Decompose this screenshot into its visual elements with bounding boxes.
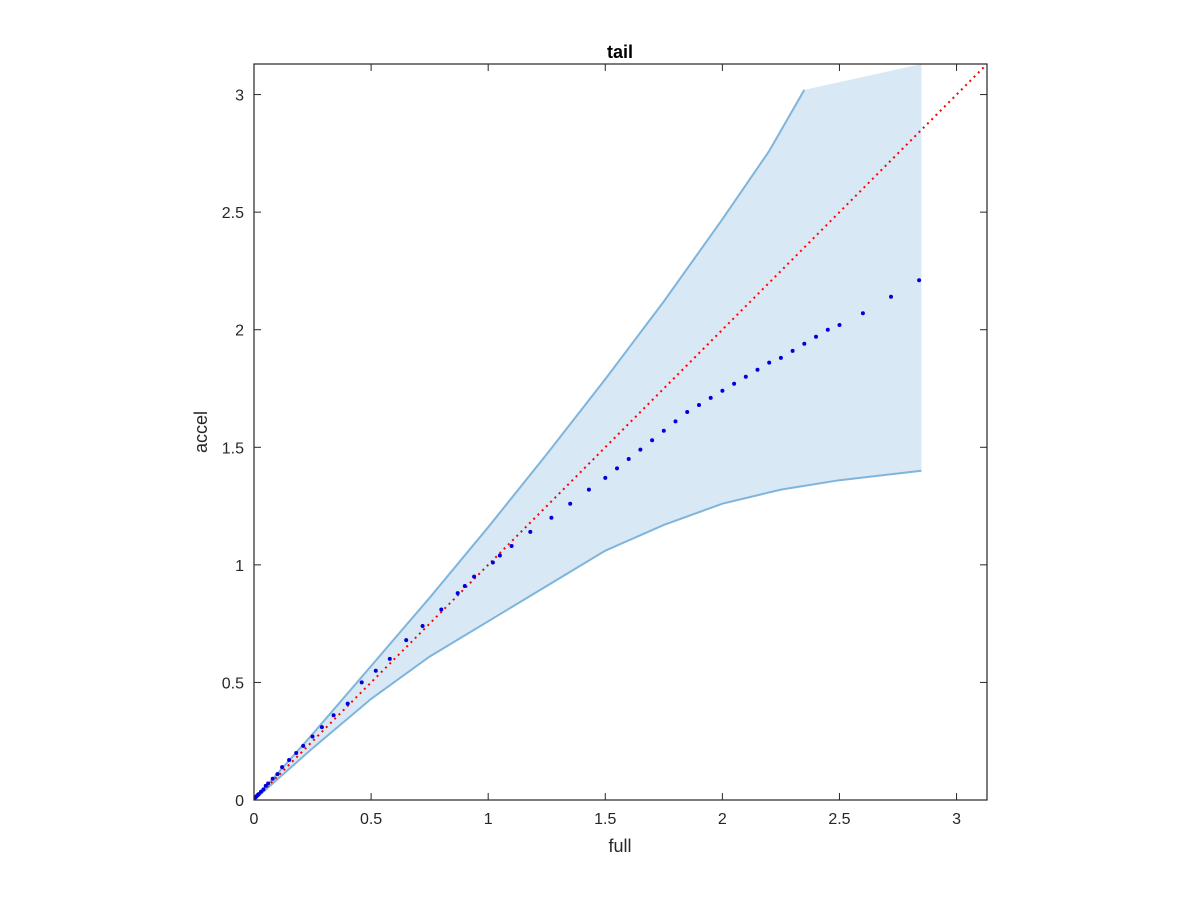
y-tick-label: 1 xyxy=(235,558,244,575)
data-point xyxy=(319,725,324,730)
data-point xyxy=(673,419,678,424)
confidence-band-lower-edge xyxy=(254,469,922,800)
data-point xyxy=(275,772,280,777)
data-point xyxy=(603,475,608,480)
data-point xyxy=(732,381,737,386)
data-point xyxy=(472,574,477,579)
x-axis-label: full xyxy=(608,836,631,856)
chart-title: tail xyxy=(607,42,633,62)
data-point xyxy=(586,487,591,492)
confidence-band-fill xyxy=(254,64,922,800)
data-point xyxy=(455,591,460,596)
data-point xyxy=(860,311,865,316)
x-tick-label: 1 xyxy=(484,811,493,828)
data-point xyxy=(301,743,306,748)
data-point xyxy=(497,553,502,558)
data-point xyxy=(420,624,425,628)
identity-reference-line xyxy=(254,64,987,800)
data-point xyxy=(661,428,666,433)
data-point xyxy=(280,765,285,770)
data-point xyxy=(310,734,315,739)
data-point xyxy=(294,751,299,755)
x-tick-label: 3 xyxy=(952,811,961,828)
data-point xyxy=(814,334,818,339)
y-tick-label: 3 xyxy=(235,88,244,105)
data-point xyxy=(439,607,444,612)
x-tick-label: 0 xyxy=(250,811,259,828)
x-tick-label: 0.5 xyxy=(360,811,382,828)
data-point xyxy=(889,294,893,299)
y-tick-label: 2.5 xyxy=(222,205,244,222)
data-point xyxy=(568,501,573,506)
data-point xyxy=(720,388,725,393)
data-point xyxy=(917,278,922,283)
data-point xyxy=(650,438,655,443)
y-axis-label: accel xyxy=(191,411,211,453)
data-point xyxy=(626,457,631,461)
x-tick-label: 1.5 xyxy=(594,811,616,828)
data-point xyxy=(266,781,271,786)
data-point xyxy=(270,776,275,781)
x-tick-label: 2.5 xyxy=(828,811,850,828)
axes-box xyxy=(253,63,988,801)
data-point xyxy=(359,680,364,685)
data-points xyxy=(254,278,922,800)
data-point xyxy=(697,403,701,407)
data-point xyxy=(261,787,266,792)
y-tick-label: 2 xyxy=(235,323,244,340)
confidence-band-upper-edge xyxy=(254,89,806,800)
data-point xyxy=(743,374,748,379)
data-point xyxy=(387,656,392,661)
data-point xyxy=(790,348,795,353)
data-point xyxy=(767,360,772,365)
data-point xyxy=(331,713,336,718)
data-point xyxy=(490,560,495,565)
y-tick-label: 1.5 xyxy=(222,440,244,457)
data-point xyxy=(373,668,378,673)
data-point xyxy=(825,327,830,332)
data-point xyxy=(685,410,690,414)
data-point xyxy=(528,529,533,534)
data-point xyxy=(638,447,643,452)
data-point xyxy=(462,584,467,588)
x-axis-ticks: 0 0.5 1 1.5 2 2.5 3 xyxy=(250,64,961,828)
data-point xyxy=(549,515,554,520)
data-point xyxy=(404,638,409,643)
data-point xyxy=(509,544,514,548)
x-tick-label: 2 xyxy=(718,811,727,828)
data-point xyxy=(615,466,619,471)
data-point xyxy=(345,701,350,706)
y-tick-label: 0.5 xyxy=(222,675,244,692)
plot-area xyxy=(254,64,987,800)
data-point xyxy=(778,355,783,360)
data-point xyxy=(287,758,292,762)
data-point xyxy=(755,367,760,372)
y-tick-label: 0 xyxy=(235,793,244,810)
data-point xyxy=(708,395,713,400)
data-point xyxy=(802,341,807,346)
y-axis-ticks: 0 0.5 1 1.5 2 2.5 3 xyxy=(222,88,987,810)
data-point xyxy=(837,323,842,327)
